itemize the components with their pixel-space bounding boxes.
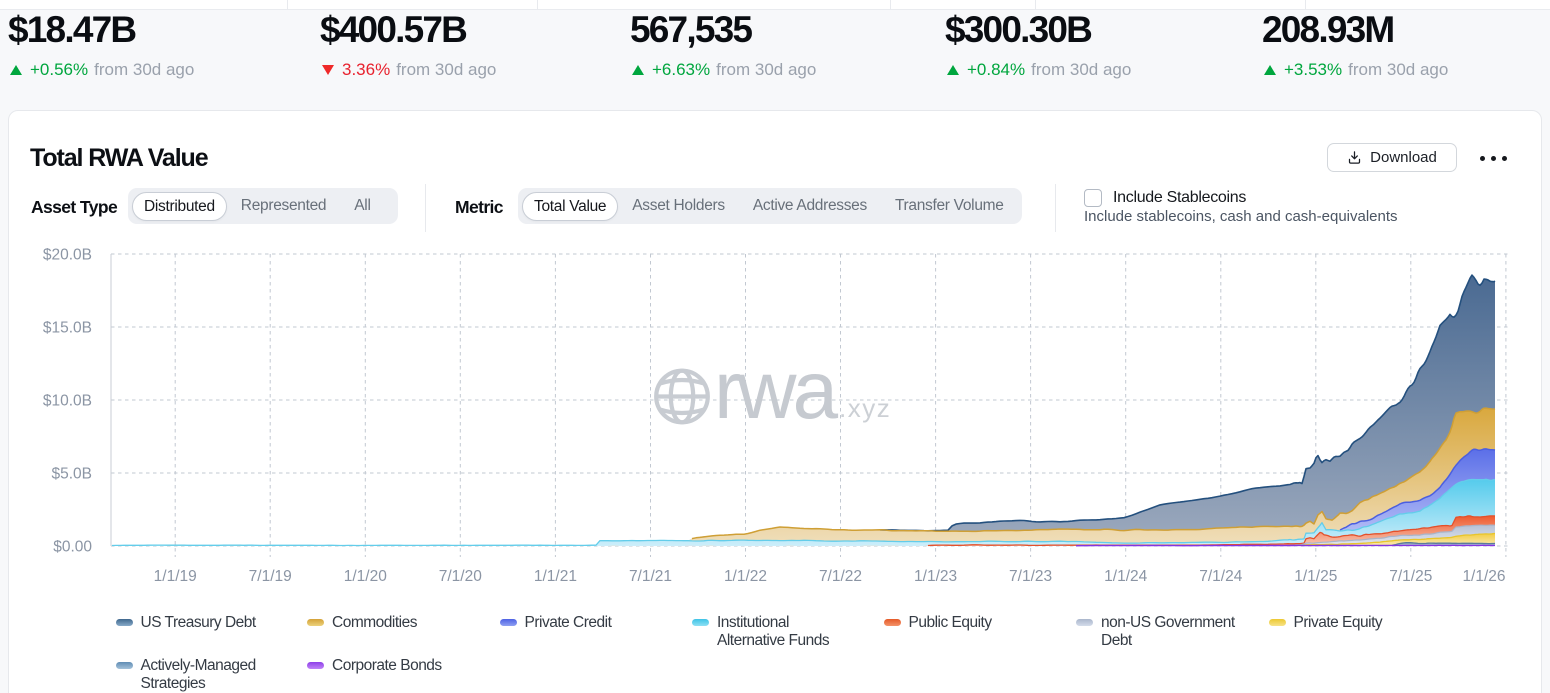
svg-text:1/1/22: 1/1/22	[724, 568, 767, 585]
svg-text:$20.0B: $20.0B	[43, 247, 92, 264]
svg-text:$15.0B: $15.0B	[43, 320, 92, 337]
svg-text:.xyz: .xyz	[839, 393, 891, 423]
svg-text:1/1/26: 1/1/26	[1462, 568, 1505, 585]
svg-text:7/1/25: 7/1/25	[1389, 568, 1432, 585]
svg-text:7/1/22: 7/1/22	[819, 568, 862, 585]
svg-text:1/1/20: 1/1/20	[344, 568, 387, 585]
svg-text:rwa: rwa	[714, 345, 839, 436]
svg-text:1/1/21: 1/1/21	[534, 568, 577, 585]
svg-text:7/1/19: 7/1/19	[249, 568, 292, 585]
svg-text:1/1/25: 1/1/25	[1294, 568, 1337, 585]
svg-text:1/1/24: 1/1/24	[1104, 568, 1147, 585]
svg-text:$5.0B: $5.0B	[51, 466, 92, 483]
svg-text:$0.00: $0.00	[53, 539, 92, 556]
svg-text:$10.0B: $10.0B	[43, 393, 92, 410]
svg-text:7/1/21: 7/1/21	[629, 568, 672, 585]
svg-text:7/1/24: 7/1/24	[1199, 568, 1242, 585]
svg-text:7/1/23: 7/1/23	[1009, 568, 1052, 585]
svg-text:7/1/20: 7/1/20	[439, 568, 482, 585]
svg-text:1/1/19: 1/1/19	[154, 568, 197, 585]
svg-text:1/1/23: 1/1/23	[914, 568, 957, 585]
